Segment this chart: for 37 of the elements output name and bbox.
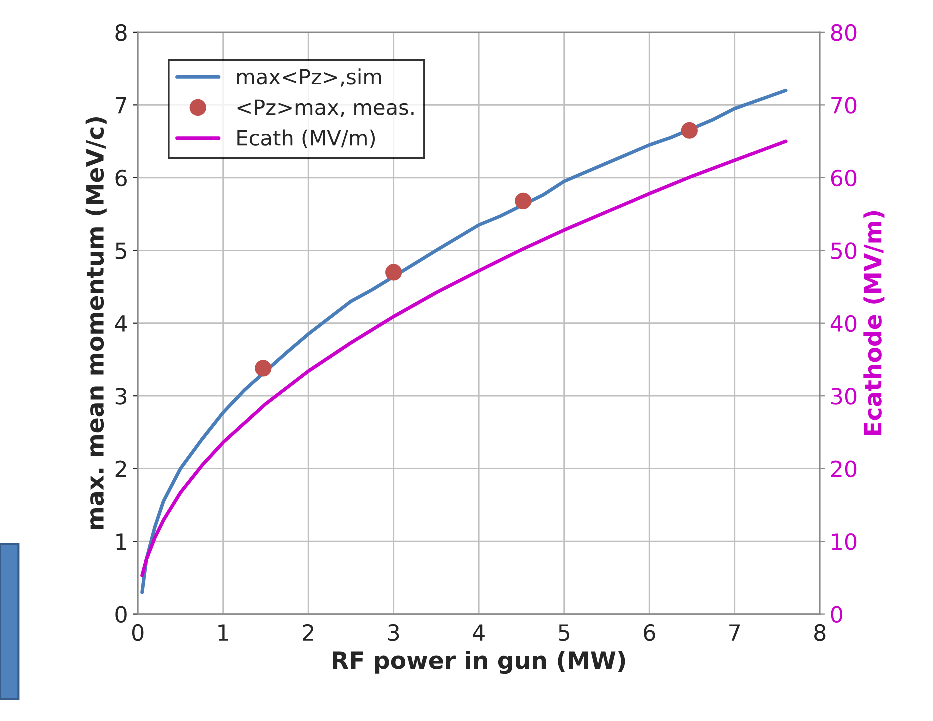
x-tick-label: 3 xyxy=(388,624,400,642)
y2-axis-title: Ecathode (MV/m) xyxy=(864,211,885,436)
y2-tick-label: 70 xyxy=(832,97,857,114)
x-tick-label: 7 xyxy=(730,624,740,641)
y-tick-label: 7 xyxy=(116,97,126,114)
y2-tick-label: 0 xyxy=(831,606,842,624)
legend-label: <Pz>max, meas. xyxy=(238,100,414,118)
point xyxy=(255,360,272,377)
x-tick-label: 1 xyxy=(218,624,228,641)
point xyxy=(515,192,532,210)
y-tick-label: 8 xyxy=(116,24,127,42)
x-axis-title: RF power in gun (MW) xyxy=(333,651,626,674)
x-tick-label: 2 xyxy=(303,624,314,641)
x-tick-label: 0 xyxy=(132,624,144,642)
y-tick-label: 1 xyxy=(116,534,126,550)
y-tick-label: 4 xyxy=(115,316,128,332)
legend-label: Ecath (MV/m) xyxy=(238,130,376,148)
y2-tick-label: 10 xyxy=(832,534,857,550)
y-tick-label: 0 xyxy=(116,606,127,624)
legend-label: max<Pz>,sim xyxy=(238,68,382,87)
y-tick-label: 3 xyxy=(116,388,127,405)
y2-tick-label: 30 xyxy=(832,388,857,405)
y2-tick-label: 60 xyxy=(831,170,857,187)
point xyxy=(681,122,698,139)
y2-tick-label: 20 xyxy=(831,460,857,478)
y-tick-label: 2 xyxy=(116,460,126,478)
x-tick-label: 5 xyxy=(558,624,570,642)
y2-tick-label: 50 xyxy=(832,242,857,260)
y-tick-label: 6 xyxy=(116,170,127,187)
x-tick-label: 6 xyxy=(644,624,656,642)
y-tick-label: 5 xyxy=(116,242,126,260)
point xyxy=(386,264,402,281)
x-tick-label: 4 xyxy=(473,624,485,641)
y2-tick-label: 80 xyxy=(831,24,857,42)
y2-tick-label: 40 xyxy=(830,315,857,332)
x-tick-label: 8 xyxy=(814,624,826,642)
y-axis-title: max. mean momentum (MeV/c) xyxy=(86,118,107,530)
